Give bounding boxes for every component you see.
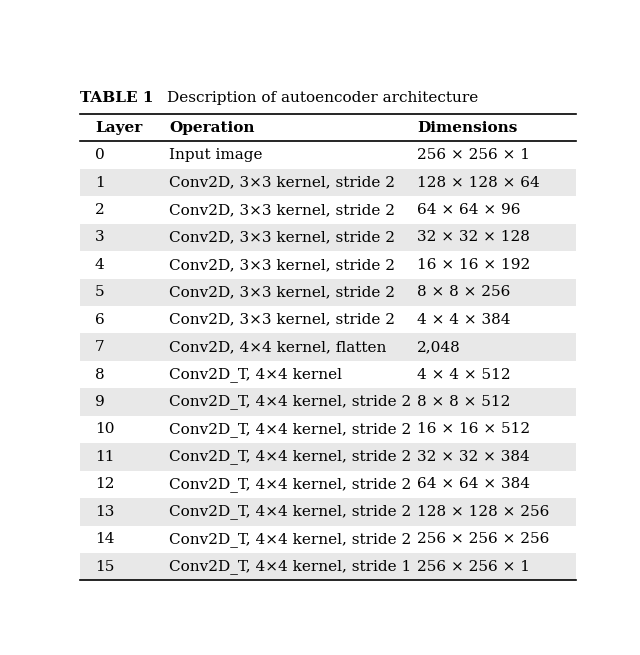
Bar <box>80 333 576 361</box>
Text: 16 × 16 × 512: 16 × 16 × 512 <box>417 422 531 436</box>
Text: Conv2D, 3×3 kernel, stride 2: Conv2D, 3×3 kernel, stride 2 <box>169 258 396 272</box>
Text: 64 × 64 × 384: 64 × 64 × 384 <box>417 477 531 491</box>
Bar <box>80 196 576 223</box>
Text: Conv2D_T, 4×4 kernel: Conv2D_T, 4×4 kernel <box>169 367 342 382</box>
Bar <box>80 416 576 443</box>
Text: 4: 4 <box>95 258 104 272</box>
Text: 5: 5 <box>95 286 104 299</box>
Text: Layer: Layer <box>95 121 142 135</box>
Text: 256 × 256 × 256: 256 × 256 × 256 <box>417 533 550 546</box>
Text: 3: 3 <box>95 231 104 244</box>
Bar <box>80 114 576 141</box>
Text: 2: 2 <box>95 203 104 217</box>
Text: Conv2D_T, 4×4 kernel, stride 1: Conv2D_T, 4×4 kernel, stride 1 <box>169 559 412 574</box>
Text: 16 × 16 × 192: 16 × 16 × 192 <box>417 258 531 272</box>
Text: 64 × 64 × 96: 64 × 64 × 96 <box>417 203 521 217</box>
Text: Description of autoencoder architecture: Description of autoencoder architecture <box>167 91 478 105</box>
Text: 7: 7 <box>95 340 104 354</box>
Text: 4 × 4 × 512: 4 × 4 × 512 <box>417 367 511 382</box>
Bar <box>80 471 576 498</box>
Bar <box>80 388 576 416</box>
Text: Conv2D_T, 4×4 kernel, stride 2: Conv2D_T, 4×4 kernel, stride 2 <box>169 504 412 519</box>
Bar <box>80 553 576 580</box>
Text: Conv2D, 3×3 kernel, stride 2: Conv2D, 3×3 kernel, stride 2 <box>169 203 396 217</box>
Text: Conv2D_T, 4×4 kernel, stride 2: Conv2D_T, 4×4 kernel, stride 2 <box>169 532 412 547</box>
Text: 12: 12 <box>95 477 115 491</box>
Text: Conv2D, 3×3 kernel, stride 2: Conv2D, 3×3 kernel, stride 2 <box>169 231 396 244</box>
Text: 8 × 8 × 512: 8 × 8 × 512 <box>417 395 511 409</box>
Text: 15: 15 <box>95 560 115 574</box>
Bar <box>80 306 576 333</box>
Bar <box>80 443 576 471</box>
Text: 9: 9 <box>95 395 104 409</box>
Bar <box>80 251 576 278</box>
Text: 32 × 32 × 384: 32 × 32 × 384 <box>417 450 530 464</box>
Text: 6: 6 <box>95 312 104 327</box>
Text: 13: 13 <box>95 505 115 519</box>
Text: 1: 1 <box>95 176 104 189</box>
Text: 256 × 256 × 1: 256 × 256 × 1 <box>417 560 531 574</box>
Text: Conv2D, 3×3 kernel, stride 2: Conv2D, 3×3 kernel, stride 2 <box>169 312 396 327</box>
Bar <box>80 361 576 388</box>
Text: 0: 0 <box>95 148 104 162</box>
Text: Operation: Operation <box>169 121 255 135</box>
Text: 32 × 32 × 128: 32 × 32 × 128 <box>417 231 530 244</box>
Text: 4 × 4 × 384: 4 × 4 × 384 <box>417 312 511 327</box>
Text: 11: 11 <box>95 450 115 464</box>
Text: Conv2D_T, 4×4 kernel, stride 2: Conv2D_T, 4×4 kernel, stride 2 <box>169 477 412 492</box>
Text: 8 × 8 × 256: 8 × 8 × 256 <box>417 286 511 299</box>
Text: Conv2D, 3×3 kernel, stride 2: Conv2D, 3×3 kernel, stride 2 <box>169 286 396 299</box>
Text: 2,048: 2,048 <box>417 340 461 354</box>
Bar <box>80 223 576 251</box>
Text: Conv2D_T, 4×4 kernel, stride 2: Conv2D_T, 4×4 kernel, stride 2 <box>169 422 412 437</box>
Bar <box>80 525 576 553</box>
Bar <box>80 141 576 169</box>
Bar <box>80 169 576 196</box>
Text: Conv2D, 3×3 kernel, stride 2: Conv2D, 3×3 kernel, stride 2 <box>169 176 396 189</box>
Text: Conv2D_T, 4×4 kernel, stride 2: Conv2D_T, 4×4 kernel, stride 2 <box>169 394 412 409</box>
Text: 8: 8 <box>95 367 104 382</box>
Bar <box>80 278 576 306</box>
Text: Input image: Input image <box>169 148 263 162</box>
Text: TABLE 1: TABLE 1 <box>80 91 154 105</box>
Text: Conv2D, 4×4 kernel, flatten: Conv2D, 4×4 kernel, flatten <box>169 340 387 354</box>
Text: Conv2D_T, 4×4 kernel, stride 2: Conv2D_T, 4×4 kernel, stride 2 <box>169 449 412 464</box>
Bar <box>80 498 576 525</box>
Text: 128 × 128 × 256: 128 × 128 × 256 <box>417 505 550 519</box>
Text: 256 × 256 × 1: 256 × 256 × 1 <box>417 148 531 162</box>
Text: 10: 10 <box>95 422 115 436</box>
Text: Dimensions: Dimensions <box>417 121 518 135</box>
Text: 14: 14 <box>95 533 115 546</box>
Text: 128 × 128 × 64: 128 × 128 × 64 <box>417 176 540 189</box>
